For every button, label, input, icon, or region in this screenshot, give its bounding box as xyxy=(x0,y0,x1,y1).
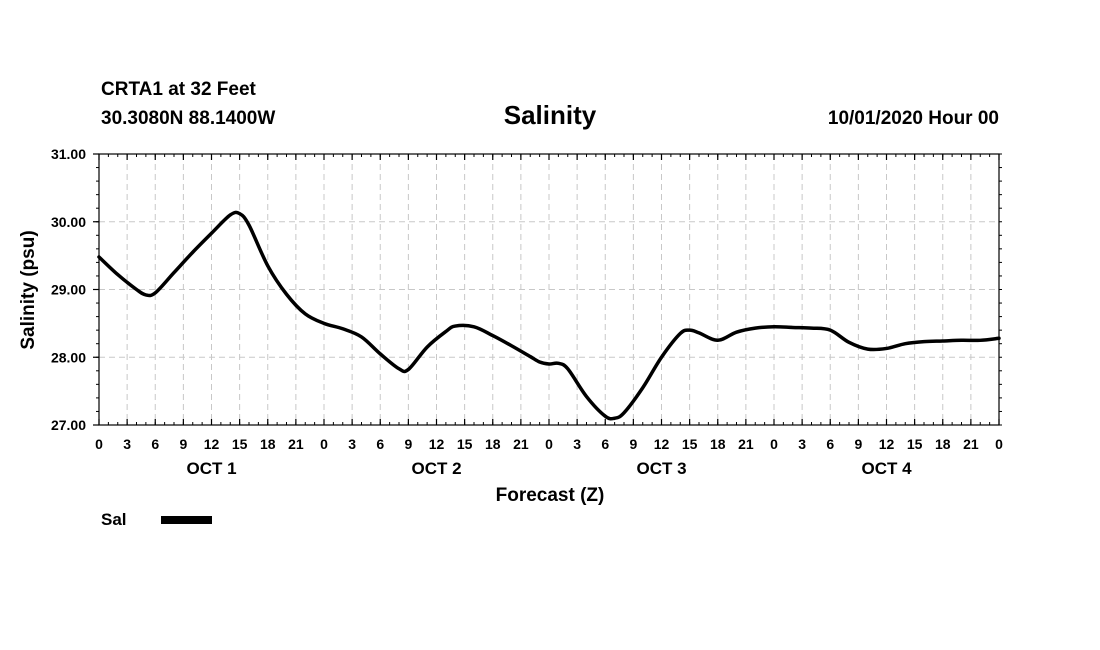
chart-title: Salinity xyxy=(504,100,597,130)
legend-label: Sal xyxy=(101,510,127,529)
x-tick-label: 21 xyxy=(513,436,529,452)
day-label: OCT 3 xyxy=(636,459,686,478)
y-tick-label: 30.00 xyxy=(51,214,86,230)
day-label: OCT 2 xyxy=(411,459,461,478)
x-tick-label: 0 xyxy=(95,436,103,452)
x-tick-label: 3 xyxy=(123,436,131,452)
x-tick-label: 9 xyxy=(629,436,637,452)
x-tick-label: 21 xyxy=(738,436,754,452)
x-tick-label: 3 xyxy=(573,436,581,452)
y-tick-label: 29.00 xyxy=(51,282,86,298)
x-tick-label: 12 xyxy=(204,436,220,452)
x-tick-label: 12 xyxy=(654,436,670,452)
x-tick-label: 15 xyxy=(907,436,923,452)
x-tick-label: 0 xyxy=(995,436,1003,452)
x-tick-label: 0 xyxy=(545,436,553,452)
x-tick-label: 12 xyxy=(879,436,895,452)
x-tick-label: 18 xyxy=(485,436,501,452)
grid-lines xyxy=(99,154,999,425)
x-tick-label: 18 xyxy=(260,436,276,452)
x-tick-label: 12 xyxy=(429,436,445,452)
x-tick-label: 9 xyxy=(854,436,862,452)
x-tick-label: 3 xyxy=(348,436,356,452)
x-tick-label: 6 xyxy=(151,436,159,452)
y-tick-label: 28.00 xyxy=(51,349,86,365)
day-labels: OCT 1 OCT 2 OCT 3 OCT 4 xyxy=(186,459,912,478)
forecast-datetime: 10/01/2020 Hour 00 xyxy=(828,108,999,129)
x-tick-label: 9 xyxy=(179,436,187,452)
x-tick-label: 0 xyxy=(320,436,328,452)
coordinates-label: 30.3080N 88.1400W xyxy=(101,108,275,129)
y-tick-label: 27.00 xyxy=(51,417,86,433)
x-tick-label: 6 xyxy=(826,436,834,452)
salinity-series-line xyxy=(97,210,1001,421)
x-axis-label: Forecast (Z) xyxy=(496,485,605,506)
y-tick-labels: 27.00 28.00 29.00 30.00 31.00 xyxy=(51,146,86,433)
x-tick-label: 21 xyxy=(963,436,979,452)
x-tick-label: 0 xyxy=(770,436,778,452)
x-tick-label: 18 xyxy=(935,436,951,452)
x-tick-labels: 0 3 6 9 12 15 18 21 0 3 6 9 12 15 18 21 0 3 6 9 12 15 18 21 0 3 6 9… xyxy=(95,436,1003,452)
y-axis-label: Salinity (psu) xyxy=(18,230,39,349)
x-tick-label: 15 xyxy=(682,436,698,452)
day-label: OCT 1 xyxy=(186,459,236,478)
x-tick-label: 6 xyxy=(601,436,609,452)
station-label: CRTA1 at 32 Feet xyxy=(101,79,257,100)
x-tick-label: 6 xyxy=(376,436,384,452)
day-label: OCT 4 xyxy=(861,459,912,478)
x-tick-label: 9 xyxy=(404,436,412,452)
plot-frame xyxy=(98,153,1000,426)
y-tick-label: 31.00 xyxy=(51,146,86,162)
x-tick-label: 15 xyxy=(232,436,248,452)
x-tick-label: 3 xyxy=(798,436,806,452)
x-tick-label: 18 xyxy=(710,436,726,452)
x-tick-label: 21 xyxy=(288,436,304,452)
x-tick-label: 15 xyxy=(457,436,473,452)
legend-swatch xyxy=(161,516,212,524)
